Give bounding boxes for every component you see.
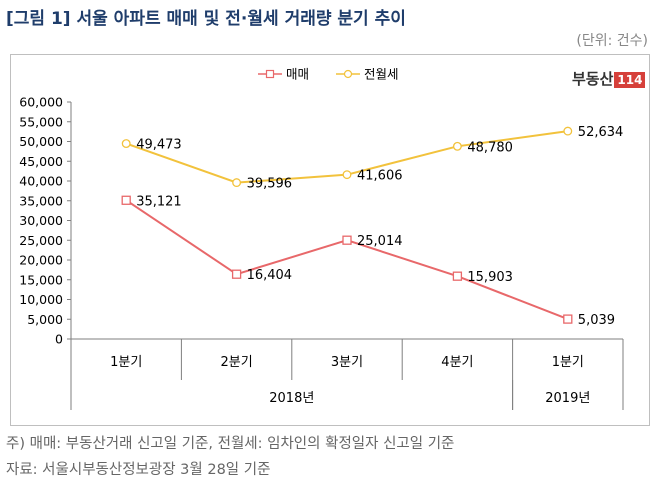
data-label: 49,473 — [136, 138, 182, 153]
data-point — [342, 235, 352, 245]
data-label: 48,780 — [467, 140, 513, 155]
x-tick-label: 1분기 — [552, 355, 584, 370]
data-label: 39,596 — [247, 177, 293, 192]
x-tick-label: 2분기 — [220, 355, 252, 370]
chart-frame — [10, 54, 650, 426]
chart-title: [그림 1] 서울 아파트 매매 및 전·월세 거래량 분기 추이 — [6, 9, 406, 29]
y-tick-label: 25,000 — [19, 233, 63, 248]
data-point — [452, 271, 463, 281]
data-point — [342, 170, 352, 180]
logo-text: 부동산 — [572, 70, 614, 88]
group-label: 2018년 — [269, 391, 314, 406]
data-point — [231, 269, 242, 279]
x-tick-label: 3분기 — [331, 355, 363, 370]
y-tick-label: 5,000 — [27, 312, 63, 327]
y-tick-label: 0 — [55, 332, 63, 347]
data-label: 35,121 — [136, 194, 182, 209]
legend-marker — [265, 69, 275, 79]
brand-logo: 부동산 114 — [572, 68, 646, 89]
data-label: 5,039 — [578, 313, 615, 328]
group-label: 2019년 — [545, 391, 590, 406]
source-note: 자료: 서울시부동산정보광장 3월 28일 기준 — [6, 462, 271, 478]
data-label: 25,014 — [357, 234, 403, 249]
y-tick-label: 20,000 — [19, 253, 63, 268]
y-tick-label: 55,000 — [19, 114, 63, 129]
y-tick-label: 40,000 — [19, 174, 63, 189]
x-tick-label: 4분기 — [441, 355, 473, 370]
axes-layer: 0 5,000 10,000 15,000 20,000 25,000 30,000 35,0… — [19, 95, 624, 410]
y-tick-label: 35,000 — [19, 193, 63, 208]
data-point — [563, 314, 573, 324]
data-label: 15,903 — [467, 270, 513, 285]
data-label: 16,404 — [247, 268, 293, 283]
y-tick-label: 50,000 — [19, 134, 63, 149]
legend-marker — [343, 69, 353, 79]
data-point — [563, 126, 573, 136]
series-layer: 35,121 16,404 25,014 15,903 5,039 49,473 39,59… — [121, 125, 624, 328]
legend: 매매 전월세 — [258, 67, 399, 82]
unit-label: (단위: 건수) — [576, 33, 648, 49]
y-tick-label: 10,000 — [19, 292, 63, 307]
data-label: 52,634 — [578, 125, 624, 140]
series-line-매매 — [125, 199, 569, 321]
y-tick-label: 60,000 — [19, 95, 63, 110]
logo-box: 114 — [614, 72, 646, 88]
y-tick-label: 45,000 — [19, 154, 63, 169]
data-point — [121, 139, 131, 149]
data-point — [452, 141, 462, 151]
data-point — [121, 195, 131, 205]
data-label: 41,606 — [357, 169, 403, 184]
y-tick-label: 15,000 — [19, 272, 63, 287]
data-point — [232, 178, 242, 188]
footnote: 주) 매매: 부동산거래 신고일 기준, 전월세: 임차인의 확정일자 신고일 … — [6, 436, 455, 452]
legend-label: 전월세 — [364, 67, 399, 82]
x-tick-label: 1분기 — [110, 355, 142, 370]
y-tick-label: 30,000 — [19, 213, 63, 228]
legend-label: 매매 — [286, 67, 309, 82]
